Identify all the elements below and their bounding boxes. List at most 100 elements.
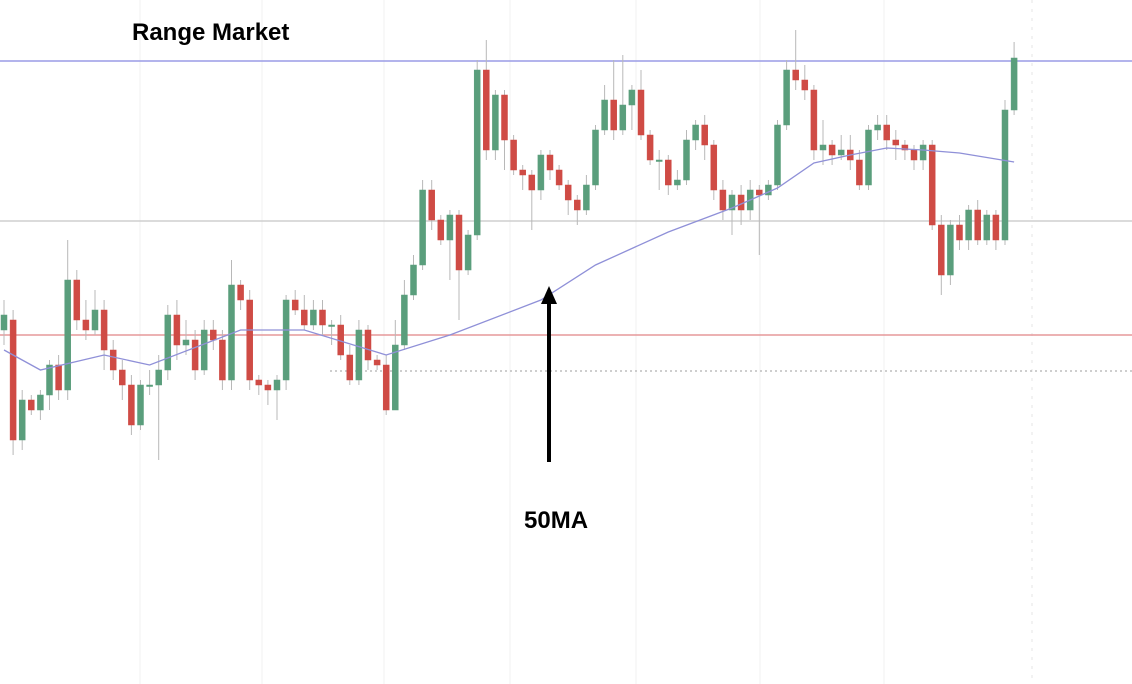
candle-body — [346, 354, 354, 381]
candle-body — [883, 124, 890, 141]
candle-body — [938, 224, 945, 276]
candle-body — [874, 124, 881, 131]
candle-body — [128, 384, 135, 426]
candle-body — [37, 394, 44, 411]
candle-body — [501, 94, 508, 141]
candle-body — [510, 139, 517, 171]
candle-body — [73, 279, 81, 321]
candle-body — [674, 179, 681, 186]
candle-body — [255, 379, 263, 386]
candle-body — [665, 159, 672, 186]
candle-body — [646, 134, 654, 161]
candle-body — [483, 69, 490, 151]
candle-body — [109, 349, 117, 371]
candle-body — [264, 384, 272, 391]
candle-body — [91, 309, 99, 331]
candle-body — [610, 99, 617, 131]
candle-body — [555, 169, 563, 186]
candle-body — [446, 214, 454, 241]
candle-body — [865, 129, 872, 186]
candle-body — [301, 309, 308, 326]
candle-body — [837, 149, 845, 156]
candle-body — [655, 159, 663, 162]
candle-body — [965, 209, 972, 241]
candle-body — [919, 144, 927, 161]
candle-body — [428, 189, 435, 221]
candle-body — [382, 364, 390, 411]
candle-body — [701, 124, 708, 146]
candle-body — [974, 209, 981, 241]
candle-body — [419, 189, 426, 266]
candle-body — [237, 284, 244, 301]
candle-body — [410, 264, 417, 296]
candle-body — [774, 124, 781, 186]
candle-body — [473, 69, 481, 236]
candle-body — [364, 329, 372, 361]
moving-average — [3, 147, 1015, 371]
candle-body — [55, 364, 62, 391]
candle-body — [291, 299, 299, 311]
chart-title: Range Market — [132, 19, 289, 46]
candle-body — [683, 139, 690, 181]
candle-body — [592, 129, 599, 186]
candle-body — [282, 299, 290, 381]
candle-body — [9, 319, 17, 441]
candle-body — [792, 69, 799, 81]
candle-body — [892, 139, 900, 146]
candle-body — [173, 314, 181, 346]
candle-body — [392, 344, 399, 411]
candle-body — [583, 184, 590, 211]
candle-body — [164, 314, 172, 371]
candle-body — [810, 89, 818, 151]
candle-body — [901, 144, 909, 151]
candle-body — [200, 329, 208, 371]
candle-body — [310, 309, 317, 326]
candle-body — [137, 384, 144, 426]
candle-body — [46, 364, 53, 396]
candle-body — [719, 189, 727, 211]
candle-body — [319, 309, 326, 326]
arrow-head — [541, 286, 557, 304]
candle-body — [910, 149, 918, 161]
candle-body — [528, 174, 536, 191]
candle-body — [983, 214, 991, 241]
candle-body — [601, 99, 608, 131]
candle-body — [956, 224, 963, 241]
candle-body — [492, 94, 499, 151]
candle-body — [437, 219, 445, 241]
candle-body — [373, 359, 381, 366]
candle-body — [564, 184, 572, 201]
candle-body — [546, 154, 554, 171]
candle-body — [18, 399, 26, 441]
candle-body — [637, 89, 645, 136]
candle-body — [146, 384, 153, 387]
annotation-label: 50MA — [524, 507, 588, 534]
candle-body — [210, 329, 217, 341]
candle-body — [574, 199, 581, 211]
background-grid — [139, 0, 1033, 684]
candle-body — [1001, 109, 1009, 241]
candle-body — [100, 309, 108, 351]
candle-body — [756, 189, 763, 196]
candle-body — [619, 104, 627, 131]
candle-body — [0, 314, 8, 331]
candle-body — [328, 324, 335, 327]
candle-body — [783, 69, 790, 126]
candle-body — [355, 329, 363, 381]
candle-body — [464, 234, 472, 271]
candle-body — [692, 124, 699, 141]
candle-body — [801, 79, 809, 91]
candle-body — [155, 369, 162, 386]
candle-body — [628, 89, 636, 106]
candle-body — [119, 369, 126, 386]
candle-body — [828, 144, 836, 156]
candle-body — [246, 299, 253, 381]
candle-body — [992, 214, 1000, 241]
candle-body — [82, 319, 90, 331]
candle-body — [191, 339, 199, 371]
candle-body — [519, 169, 526, 176]
candle-body — [710, 144, 718, 191]
candle-body — [928, 144, 936, 226]
candle-body — [401, 294, 408, 346]
